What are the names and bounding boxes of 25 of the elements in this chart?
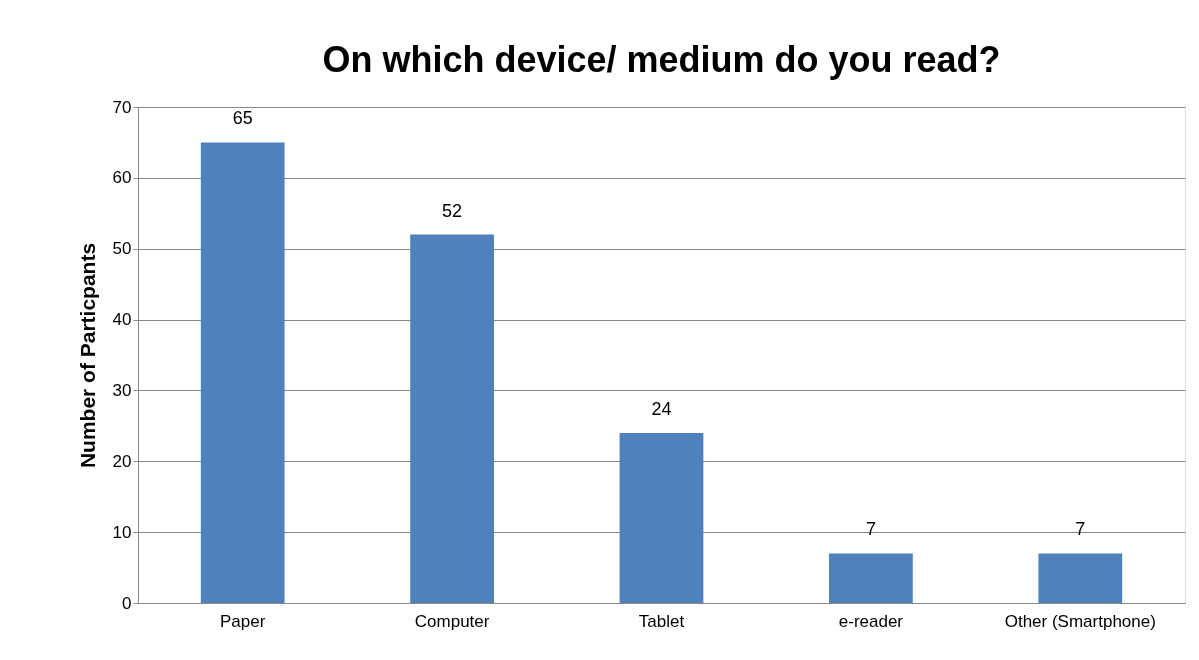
bar bbox=[410, 234, 494, 603]
y-tick-label: 30 bbox=[112, 380, 132, 400]
y-tick-label: 20 bbox=[112, 451, 132, 471]
data-label: 7 bbox=[865, 519, 876, 540]
bar bbox=[619, 432, 704, 603]
x-tick-label: e-reader bbox=[838, 611, 904, 631]
bar bbox=[1038, 553, 1123, 603]
y-tick-label: 50 bbox=[112, 239, 132, 259]
x-tick-label: Tablet bbox=[638, 611, 685, 631]
y-tick-label: 70 bbox=[112, 97, 132, 117]
chart-title: On which device/ medium do you read? bbox=[322, 39, 1001, 80]
y-tick-label: 40 bbox=[112, 310, 132, 330]
data-label: 52 bbox=[442, 200, 463, 221]
x-tick-label: Other (Smartphone) bbox=[1004, 611, 1156, 631]
y-tick-label: 0 bbox=[122, 593, 132, 613]
y-axis-title: Number of Particpants bbox=[75, 242, 99, 469]
y-tick-label: 60 bbox=[112, 168, 132, 188]
x-tick-label: Computer bbox=[414, 611, 490, 631]
data-label: 7 bbox=[1075, 519, 1086, 540]
bar bbox=[200, 142, 285, 603]
data-label: 24 bbox=[651, 398, 672, 419]
y-tick-label: 10 bbox=[112, 522, 132, 542]
data-label: 65 bbox=[232, 108, 253, 129]
x-tick-label: Paper bbox=[220, 611, 266, 631]
bar bbox=[829, 553, 913, 603]
